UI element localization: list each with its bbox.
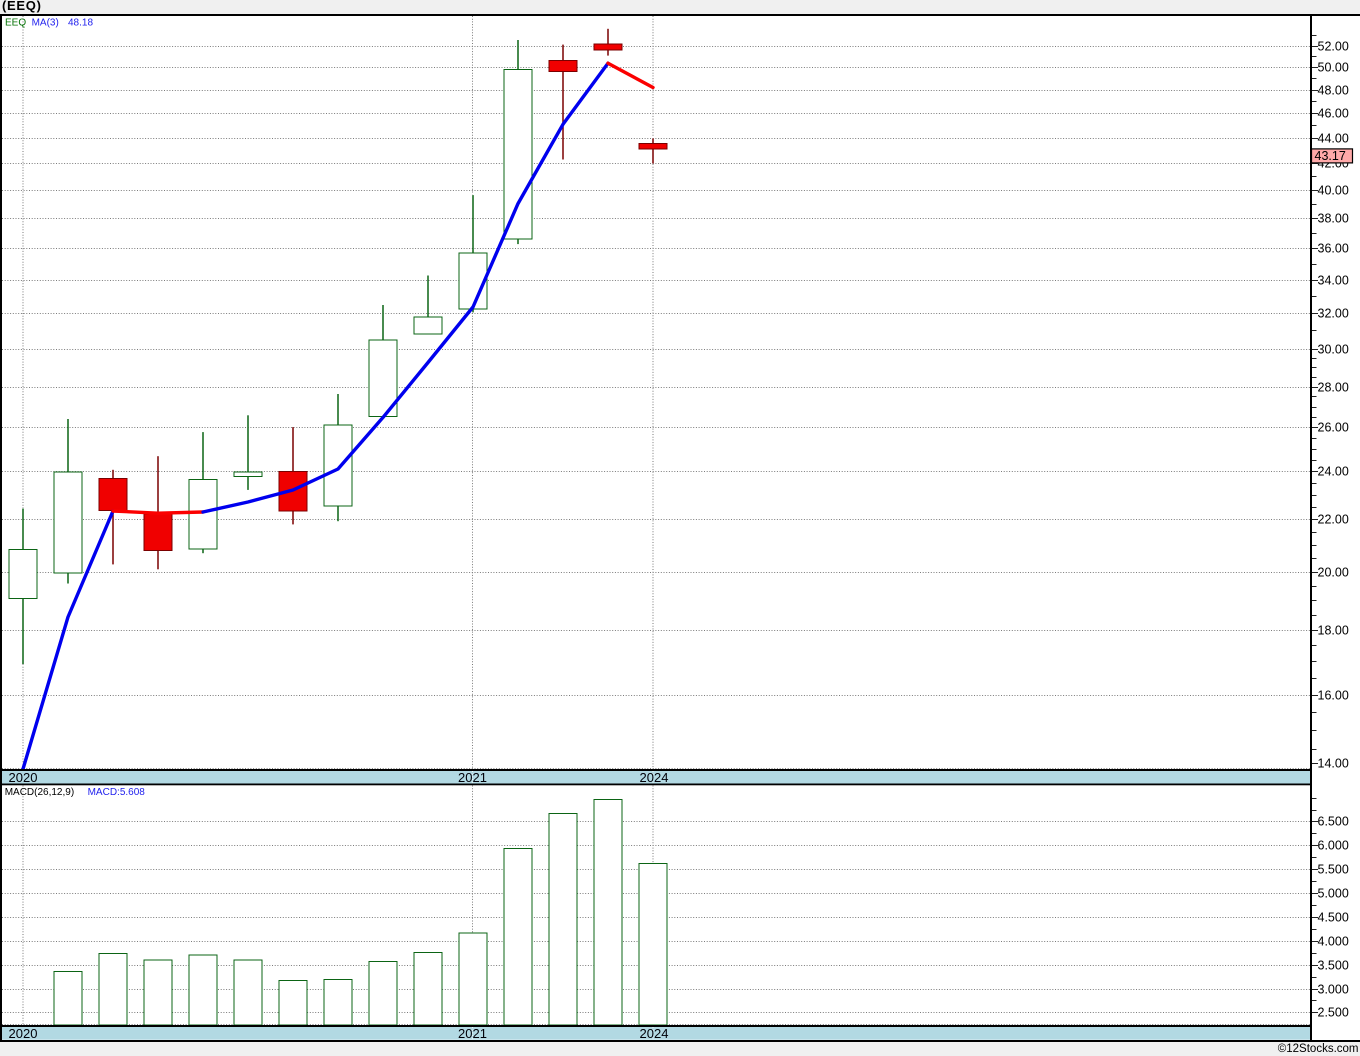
- svg-text:2020: 2020: [9, 770, 38, 785]
- svg-text:48.00: 48.00: [1318, 84, 1349, 98]
- svg-text:MACD:5.608: MACD:5.608: [88, 787, 146, 798]
- svg-text:4.500: 4.500: [1318, 911, 1349, 925]
- svg-text:40.00: 40.00: [1318, 184, 1349, 198]
- svg-text:46.00: 46.00: [1318, 107, 1349, 121]
- svg-text:48.18: 48.18: [68, 17, 93, 28]
- svg-text:EEQ: EEQ: [5, 17, 26, 28]
- svg-text:44.00: 44.00: [1318, 132, 1349, 146]
- svg-text:28.00: 28.00: [1318, 381, 1349, 395]
- svg-text:20.00: 20.00: [1318, 566, 1349, 580]
- svg-text:36.00: 36.00: [1318, 242, 1349, 256]
- svg-text:6.000: 6.000: [1318, 839, 1349, 853]
- svg-text:2024: 2024: [640, 770, 669, 785]
- svg-text:3.500: 3.500: [1318, 959, 1349, 973]
- svg-text:MACD(26,12,9): MACD(26,12,9): [5, 787, 74, 798]
- svg-text:24.00: 24.00: [1318, 465, 1349, 479]
- svg-text:43.17: 43.17: [1315, 149, 1346, 163]
- svg-text:18.00: 18.00: [1318, 624, 1349, 638]
- svg-text:3.000: 3.000: [1318, 983, 1349, 997]
- svg-text:32.00: 32.00: [1318, 307, 1349, 321]
- svg-text:2020: 2020: [9, 1026, 38, 1041]
- svg-text:MA(3): MA(3): [32, 17, 59, 28]
- svg-text:(EEQ): (EEQ): [2, 0, 42, 13]
- svg-text:2021: 2021: [458, 1026, 487, 1041]
- svg-text:6.500: 6.500: [1318, 815, 1349, 829]
- svg-text:22.00: 22.00: [1318, 513, 1349, 527]
- svg-text:©12Stocks.com: ©12Stocks.com: [1278, 1043, 1359, 1055]
- svg-text:2021: 2021: [458, 770, 487, 785]
- svg-text:5.500: 5.500: [1318, 863, 1349, 877]
- svg-text:38.00: 38.00: [1318, 212, 1349, 226]
- svg-text:50.00: 50.00: [1318, 61, 1349, 75]
- svg-text:30.00: 30.00: [1318, 343, 1349, 357]
- svg-text:26.00: 26.00: [1318, 421, 1349, 435]
- svg-text:5.000: 5.000: [1318, 887, 1349, 901]
- svg-text:4.000: 4.000: [1318, 935, 1349, 949]
- svg-text:34.00: 34.00: [1318, 274, 1349, 288]
- svg-text:14.00: 14.00: [1318, 757, 1349, 771]
- svg-text:16.00: 16.00: [1318, 689, 1349, 703]
- svg-text:52.00: 52.00: [1318, 40, 1349, 54]
- svg-text:2024: 2024: [640, 1026, 669, 1041]
- svg-text:2.500: 2.500: [1318, 1006, 1349, 1020]
